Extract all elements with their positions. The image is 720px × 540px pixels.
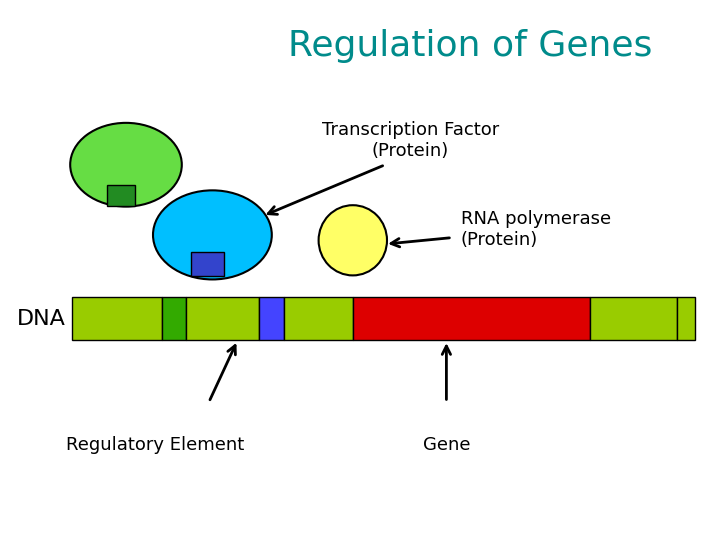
Text: Gene: Gene [423,436,470,455]
Bar [353,297,590,340]
Text: RNA polymerase
(Protein): RNA polymerase (Protein) [461,210,611,249]
Bar [107,185,135,206]
Ellipse shape [153,191,271,280]
Bar [590,297,677,340]
Bar [186,297,259,340]
Ellipse shape [70,123,181,207]
Text: Transcription Factor
(Protein): Transcription Factor (Protein) [322,121,499,160]
Bar [677,297,695,340]
Bar [259,297,284,340]
Bar [191,252,224,276]
Text: DNA: DNA [17,308,66,329]
Bar [162,297,186,340]
Bar [72,297,162,340]
Text: Regulatory Element: Regulatory Element [66,436,244,455]
Ellipse shape [319,205,387,275]
Text: Regulation of Genes: Regulation of Genes [288,29,652,63]
Bar [284,297,353,340]
